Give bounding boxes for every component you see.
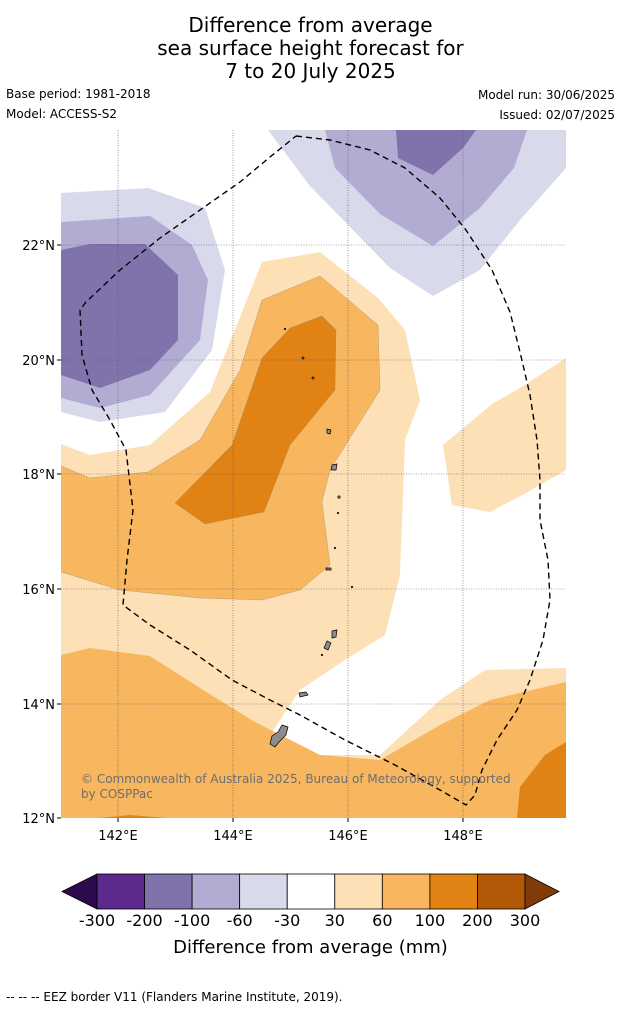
colorbar-tick-label: 300 [509,911,541,930]
colorbar-swatch [96,873,145,910]
colorbar-tick-label: 100 [414,911,446,930]
colorbar-extend-high [524,873,560,910]
colorbar-tick-label: -300 [78,911,116,930]
contour-negative-100-200-north [396,130,476,175]
island-anatahan [325,567,332,571]
colorbar-swatch [286,873,336,910]
colorbar-tick-label: -60 [226,911,253,930]
islands [269,327,354,748]
credit-text: © Commonwealth of Australia 2025, Bureau… [81,772,511,801]
island-asuncion [311,376,315,380]
island-agrihan [330,463,338,471]
model-run: Model run: 30/06/2025 [477,88,615,102]
lat-label-18: 18°N [22,468,55,483]
lon-label-142: 142°E [98,829,138,844]
colorbar-title: Difference from average (mm) [173,937,448,958]
colorbar-swatch [477,873,526,910]
axis-labels: 142°E 144°E 146°E 148°E 22°N 20°N 18°N 1… [22,239,483,844]
lat-label-14: 14°N [22,698,55,713]
colorbar [61,873,560,910]
lat-label-12: 12°N [22,812,55,827]
island-aguijan [320,653,324,657]
contour-lines [61,275,381,601]
lon-label-144: 144°E [213,829,253,844]
contour-negative-60-100-north [325,130,527,246]
eez-legend-note: -- -- -- EEZ border V11 (Flanders Marine… [6,990,343,1004]
colorbar-tick-label: 60 [372,911,393,930]
eez-border [79,135,551,806]
island-small [350,585,354,589]
island-guguan [336,511,340,515]
colorbar-extend-low [61,873,98,910]
lat-label-20: 20°N [22,354,55,369]
colorbar-swatch [429,873,478,910]
axis-ticks [57,244,464,822]
colorbar-swatch [334,873,383,910]
island-rota [298,691,309,698]
contour-negative-100-200-west [61,244,178,388]
title-line-2: sea surface height forecast for [157,36,464,60]
contour-positive-60-100-south [61,648,566,818]
colorbar-tick-label: 200 [462,911,493,930]
colorbar-swatch [144,873,193,910]
colorbar-tick-label: 30 [324,911,345,930]
base-period: Base period: 1981-2018 [6,87,151,101]
map-title: Difference from average sea surface heig… [0,14,621,83]
island-guam [269,724,289,748]
title-line-3: 7 to 20 July 2025 [225,59,396,83]
colorbar-swatch [191,873,241,910]
model-name: Model: ACCESS-S2 [6,107,118,121]
island-sarigan [333,546,337,550]
colorbar-swatch [381,873,431,910]
colorbar-tick-label: -200 [126,911,163,930]
island-tinian [323,640,332,651]
island-saipan [331,629,338,639]
lat-label-16: 16°N [22,583,55,598]
contour-positive-100-200-southwest [100,815,165,818]
colorbar-swatch [239,873,288,910]
colorbar-tick-label: -100 [173,911,211,930]
island-pagan [326,428,332,435]
lon-label-146: 146°E [328,829,368,844]
island-maug [301,356,305,360]
lat-label-22: 22°N [22,239,55,254]
island-uracas [283,327,287,331]
lon-label-148: 148°E [443,829,483,844]
issued-date: Issued: 02/07/2025 [499,108,615,122]
contour-fields [61,130,566,818]
contour-positive-30-60-east [443,358,566,512]
contour-positive-100-200-southeast [517,742,566,818]
title-line-1: Difference from average [188,13,433,37]
graticule [61,130,566,818]
island-alamagan [337,495,341,499]
colorbar-tick-label: -30 [274,911,301,930]
contour-positive-100-200 [175,316,336,524]
